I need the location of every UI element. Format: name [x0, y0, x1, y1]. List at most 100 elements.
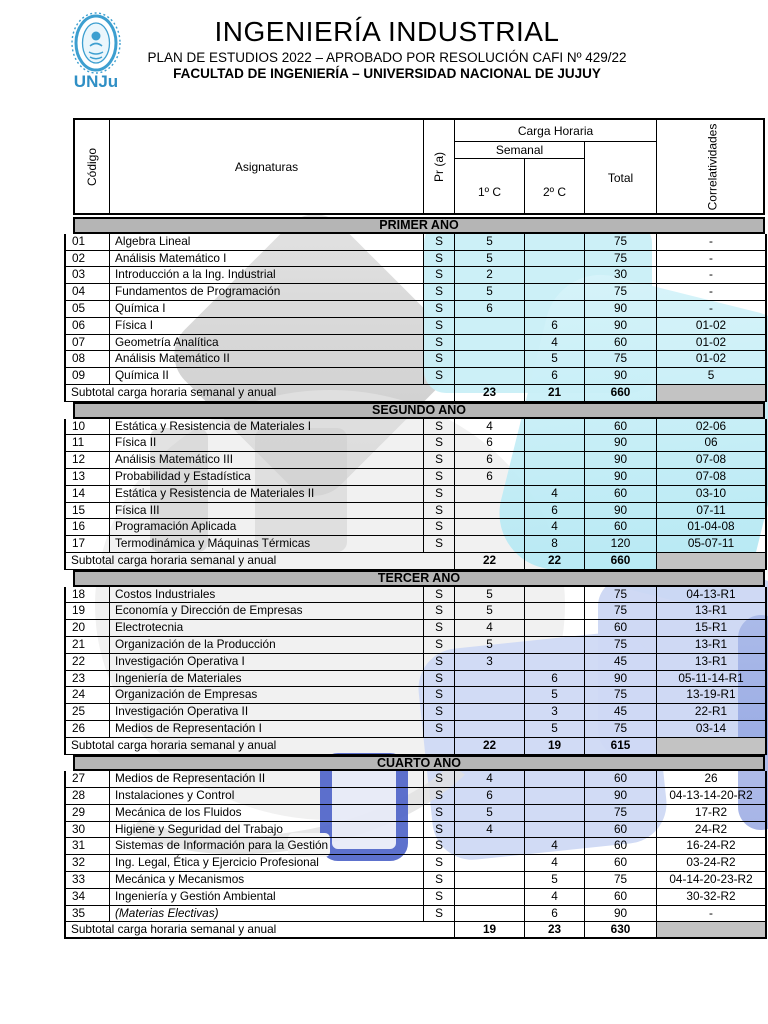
table-row: 22 Investigación Operativa I S 3 45 13-R1 [64, 653, 767, 671]
cell-1c [455, 334, 525, 352]
cell-pr: S [424, 368, 455, 385]
cell-1c: 6 [455, 300, 525, 318]
cell-code: 03 [66, 267, 110, 285]
table-row: 30 Higiene y Seguridad del Trabajo S 4 60 24-… [64, 821, 767, 839]
cell-correlatividades: 01-04-08 [657, 519, 767, 537]
page-title: INGENIERÍA INDUSTRIAL [214, 16, 560, 47]
cell-subject: Investigación Operativa II [110, 704, 424, 721]
cell-subject: Electrotecnia [110, 620, 424, 637]
column-header-total: Total [585, 142, 657, 213]
cell-code: 26 [66, 720, 110, 738]
cell-correlatividades: 13-R1 [657, 653, 767, 671]
cell-total: 75 [585, 284, 657, 301]
cell-1c: 5 [455, 586, 525, 604]
cell-2c: 5 [525, 351, 585, 369]
cell-subject: Medios de Representación II [110, 771, 424, 789]
table-row: 08 Análisis Matemático II S 5 75 01-02 [64, 351, 767, 369]
table-row: 31 Sistemas de Información para la Gestió… [64, 838, 767, 856]
cell-pr: S [424, 468, 455, 486]
table-row: 34 Ingeniería y Gestión Ambiental S 4 60 30-3… [64, 888, 767, 906]
cell-2c: 4 [525, 855, 585, 873]
cell-correlatividades: 13-R1 [657, 636, 767, 654]
subtotal-total: 660 [585, 384, 657, 402]
cell-total: 30 [585, 267, 657, 285]
cell-2c [525, 435, 585, 453]
cell-code: 05 [66, 300, 110, 318]
cell-pr: S [424, 788, 455, 805]
column-header-asignaturas: Asignaturas [110, 120, 424, 213]
table-row: 17 Termodinámica y Máquinas Térmicas S 8 120… [64, 536, 767, 553]
cell-1c: 4 [455, 821, 525, 839]
cell-subject: Mecánica y Mecanismos [110, 872, 424, 889]
cell-1c: 6 [455, 788, 525, 805]
cell-subject: Organización de Empresas [110, 687, 424, 705]
table-row: 26 Medios de Representación I S 5 75 03-14 [64, 720, 767, 738]
table-row: 06 Física I S 6 90 01-02 [64, 317, 767, 335]
cell-correlatividades: 04-13-14-20-R2 [657, 788, 767, 805]
cell-total: 60 [585, 418, 657, 436]
subtotal-row: Subtotal carga horaria semanal y anual 19… [64, 922, 767, 940]
cell-subject: Sistemas de Información para la Gestión [110, 838, 424, 856]
cell-2c: 4 [525, 838, 585, 856]
cell-total: 75 [585, 804, 657, 822]
cell-pr: S [424, 771, 455, 789]
table-row: 20 Electrotecnia S 4 60 15-R1 [64, 620, 767, 637]
cell-2c [525, 653, 585, 671]
cell-2c: 4 [525, 888, 585, 906]
cell-code: 21 [66, 636, 110, 654]
cell-1c: 5 [455, 603, 525, 621]
cell-subject: Costos Industriales [110, 586, 424, 604]
cell-pr: S [424, 620, 455, 637]
cell-2c [525, 804, 585, 822]
cell-pr: S [424, 905, 455, 923]
subtotal-row: Subtotal carga horaria semanal y anual 22… [64, 552, 767, 570]
cell-subject: Estática y Resistencia de Materiales II [110, 485, 424, 503]
curriculum-table-body: PRIMER AÑO 01 Algebra Lineal S 5 75-02 Análisi… [64, 217, 767, 940]
cell-1c: 5 [455, 250, 525, 268]
column-header-pr: Pr (a) [424, 120, 455, 213]
watermark-white-chip [288, 833, 330, 857]
cell-subject: Algebra Lineal [110, 233, 424, 251]
table-row: 13 Probabilidad y Estadística S 6 90 07-08 [64, 468, 767, 486]
cell-subject: Fundamentos de Programación [110, 284, 424, 301]
cell-correlatividades: 13-19-R1 [657, 687, 767, 705]
cell-total: 60 [585, 771, 657, 789]
subtotal-2c: 19 [525, 737, 585, 755]
cell-code: 04 [66, 284, 110, 301]
cell-subject: Física II [110, 435, 424, 453]
cell-correlatividades: 02-06 [657, 418, 767, 436]
cell-code: 14 [66, 485, 110, 503]
cell-correlatividades: 05-11-14-R1 [657, 670, 767, 688]
cell-1c [455, 368, 525, 385]
cell-2c [525, 452, 585, 469]
cell-code: 31 [66, 838, 110, 856]
column-header-correlatividades: Correlatividades [705, 123, 719, 210]
cell-1c: 5 [455, 636, 525, 654]
cell-pr: S [424, 502, 455, 520]
subtotal-correlatividades [657, 737, 767, 755]
cell-subject: Química I [110, 300, 424, 318]
cell-2c [525, 821, 585, 839]
cell-code: 02 [66, 250, 110, 268]
cell-2c [525, 586, 585, 604]
cell-pr: S [424, 821, 455, 839]
cell-pr: S [424, 250, 455, 268]
cell-1c: 5 [455, 284, 525, 301]
subtotal-correlatividades [657, 922, 767, 940]
cell-code: 20 [66, 620, 110, 637]
table-row: 11 Física II S 6 90 06 [64, 435, 767, 453]
cell-total: 90 [585, 468, 657, 486]
cell-subject: Probabilidad y Estadística [110, 468, 424, 486]
cell-pr: S [424, 636, 455, 654]
cell-subject: Análisis Matemático III [110, 452, 424, 469]
cell-subject: Programación Aplicada [110, 519, 424, 537]
cell-2c [525, 788, 585, 805]
table-row: 19 Economía y Dirección de Empresas S 5 75 13… [64, 603, 767, 621]
cell-code: 22 [66, 653, 110, 671]
subtotal-total: 615 [585, 737, 657, 755]
cell-code: 01 [66, 233, 110, 251]
cell-1c: 4 [455, 620, 525, 637]
cell-1c: 6 [455, 435, 525, 453]
cell-code: 17 [66, 536, 110, 553]
